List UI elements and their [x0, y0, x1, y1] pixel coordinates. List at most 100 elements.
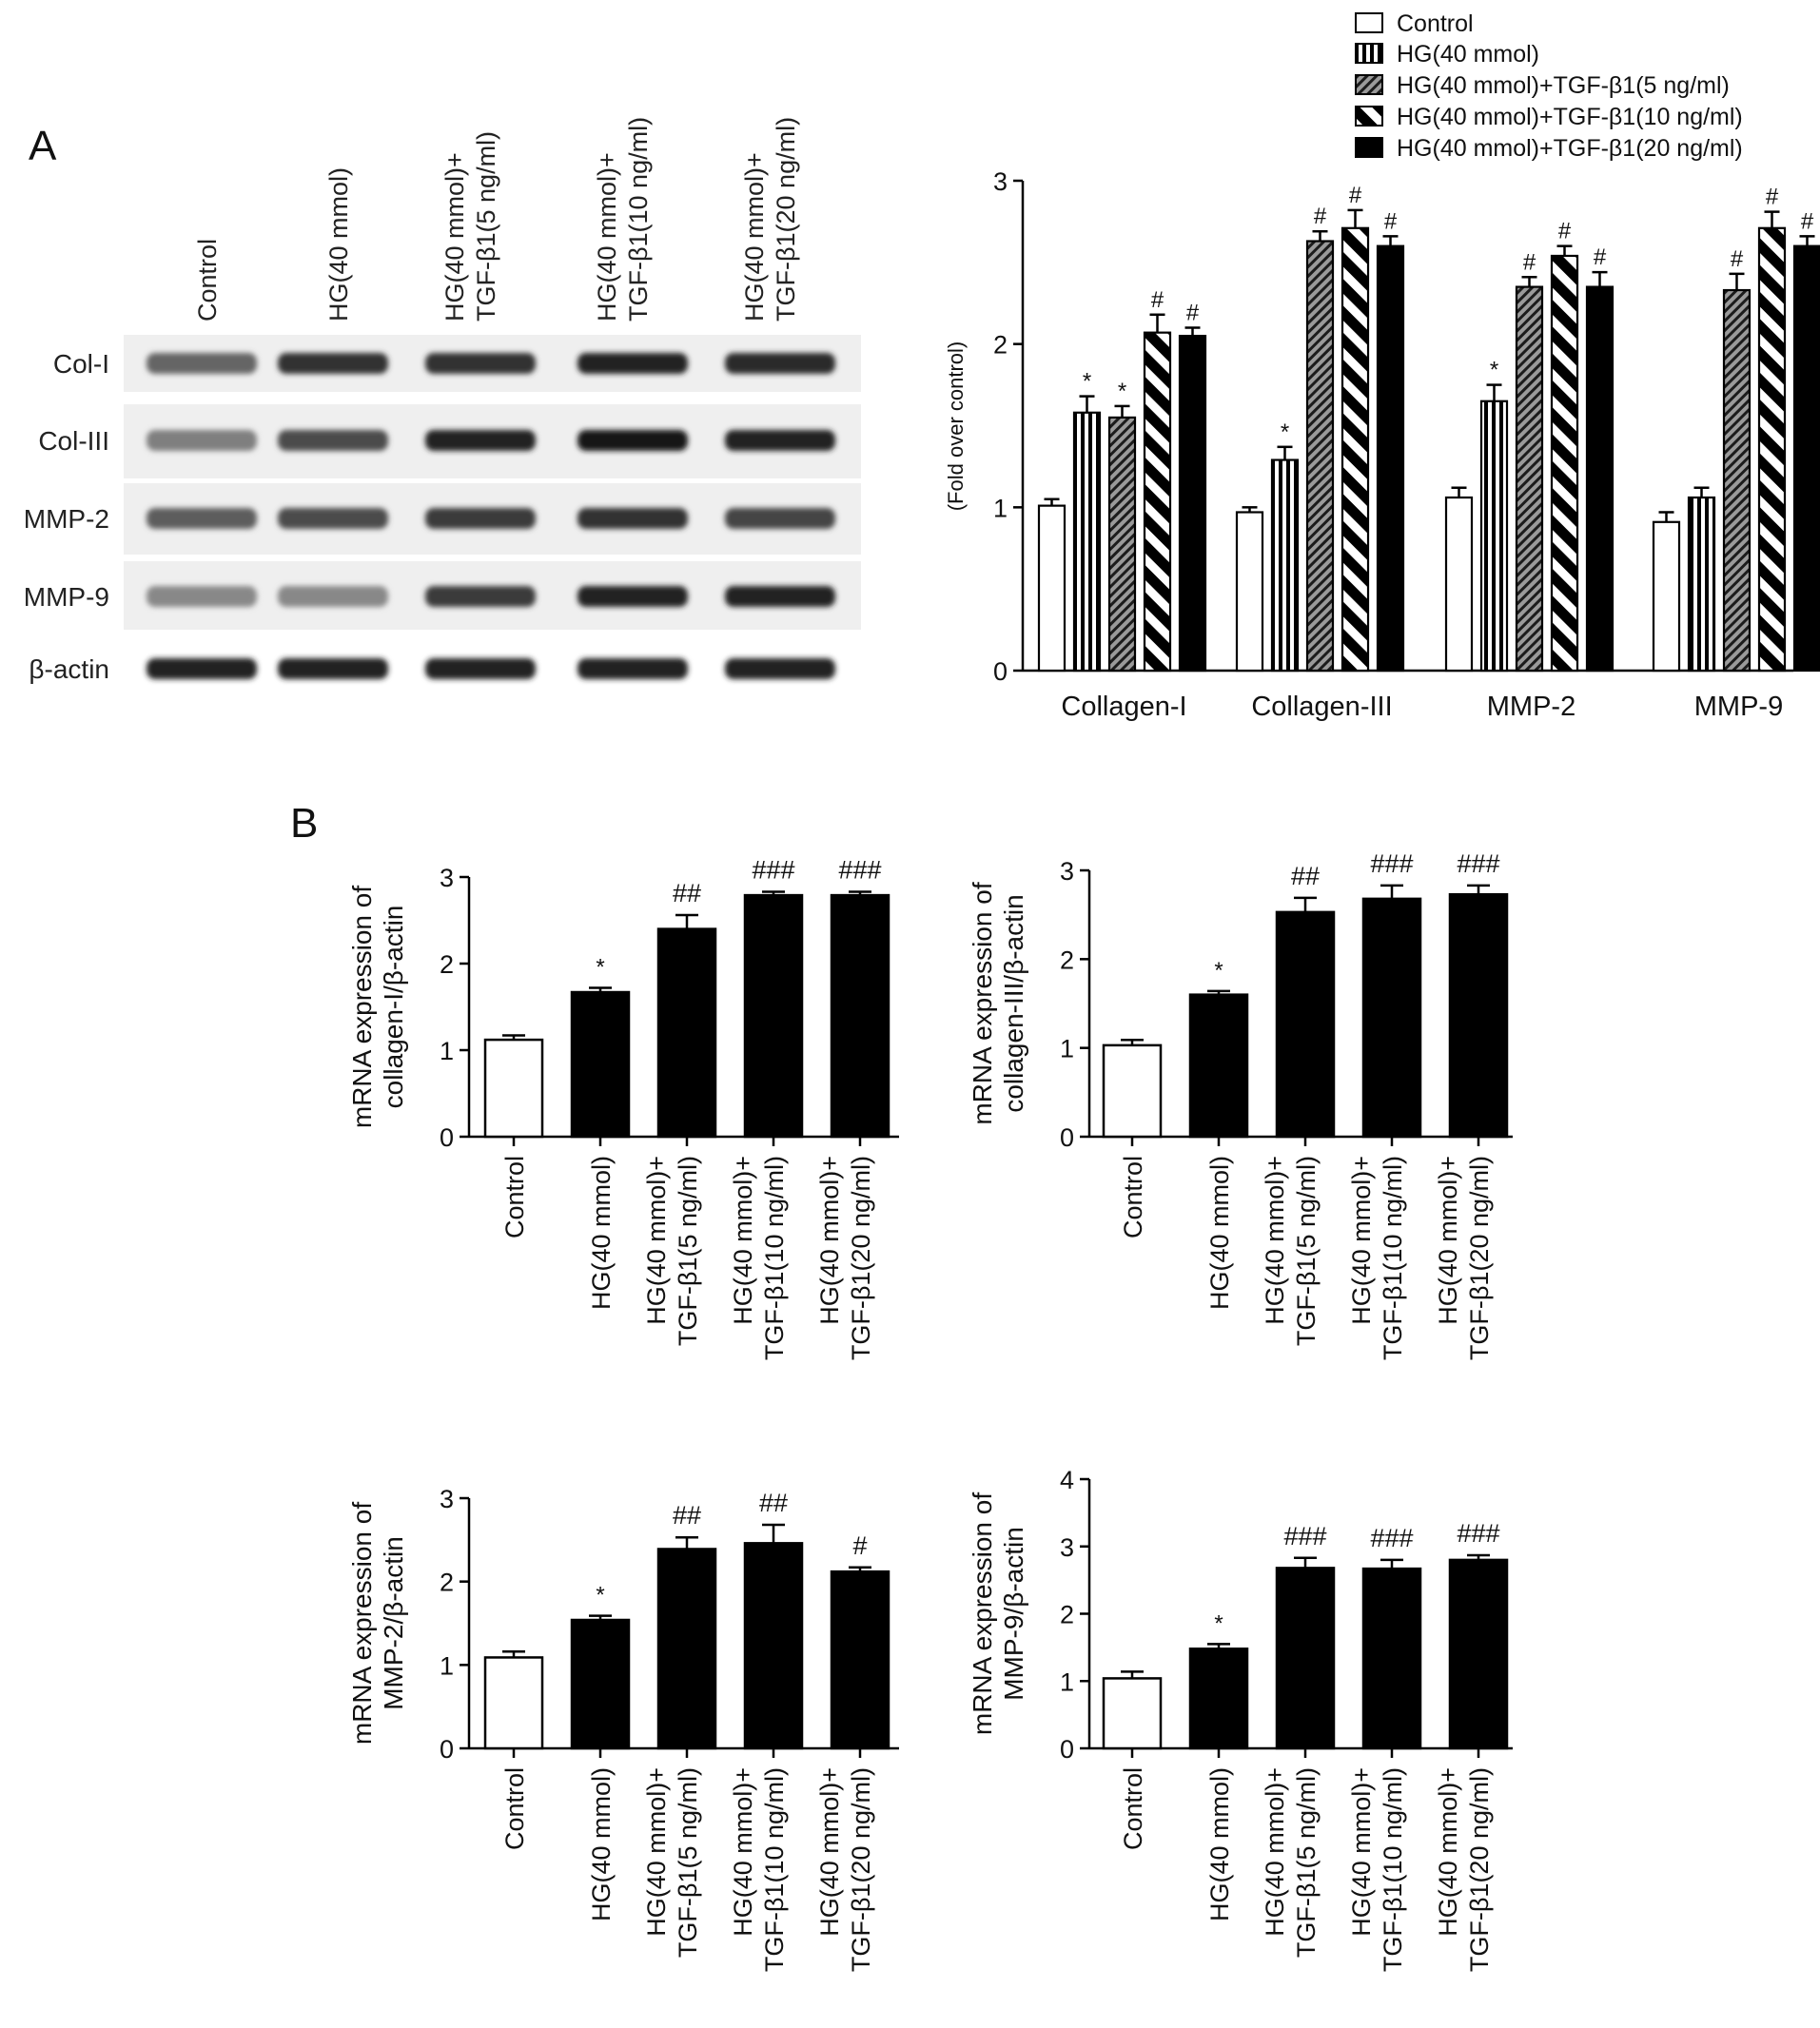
blot-band [425, 658, 536, 679]
y-tick-label: 3 [993, 167, 1008, 196]
panel-a-label: A [29, 123, 57, 169]
y-tick-label: 2 [440, 950, 454, 979]
bar [1792, 244, 1820, 673]
x-category-label: HG(40 mmol)+ [729, 1156, 757, 1325]
x-category-label: HG(40 mmol)+ [642, 1156, 671, 1325]
blot-lane-label: TGF-β1(5 ng/ml) [472, 131, 500, 322]
x-category-label: TGF-β1(20 ng/ml) [847, 1156, 875, 1360]
significance-mark: ### [1283, 1522, 1326, 1550]
significance-mark: ### [1370, 849, 1413, 878]
blot-band [147, 658, 257, 679]
legend-swatch [1355, 12, 1383, 33]
significance-mark: ### [838, 855, 881, 884]
blot-band [725, 508, 835, 529]
legend-label: Control [1397, 10, 1474, 37]
significance-mark: # [1349, 183, 1362, 208]
x-category-label-group: HG(40 mmol)+ TGF-β1(10 ng/ml) [1347, 1767, 1407, 1972]
blot-band [147, 353, 257, 374]
x-category-label: Control [500, 1156, 529, 1238]
x-category-label-group: HG(40 mmol)+ TGF-β1(5 ng/ml) [642, 1156, 702, 1346]
x-category-label-group: HG(40 mmol) [1205, 1767, 1234, 1921]
blot-band [278, 586, 388, 607]
blot-lane-label: TGF-β1(10 ng/ml) [624, 117, 653, 322]
bar [1550, 254, 1579, 673]
x-category-label: TGF-β1(10 ng/ml) [1379, 1767, 1407, 1972]
x-category-label-group: HG(40 mmol)+ TGF-β1(10 ng/ml) [729, 1767, 789, 1972]
bar [1376, 244, 1405, 673]
x-category-label-group: HG(40 mmol)+ TGF-β1(5 ng/ml) [1261, 1767, 1321, 1958]
panel-b-label: B [290, 800, 318, 847]
x-category-label-group: HG(40 mmol)+ TGF-β1(5 ng/ml) [1261, 1156, 1321, 1346]
x-category-label: HG(40 mmol)+ [815, 1156, 844, 1325]
bar [1235, 511, 1264, 673]
x-category-label-group: HG(40 mmol)+ TGF-β1(5 ng/ml) [642, 1767, 702, 1958]
blot-lane-label-group: HG(40 mmol)+ TGF-β1(10 ng/ml) [593, 117, 653, 322]
x-category-label-group: HG(40 mmol)+ TGF-β1(20 ng/ml) [815, 1767, 875, 1972]
blot-band [577, 430, 688, 451]
legend-label: HG(40 mmol)+TGF-β1(10 ng/ml) [1397, 104, 1743, 130]
bar [1479, 400, 1509, 673]
x-category-label-group: HG(40 mmol) [587, 1156, 616, 1310]
blot-band [725, 430, 835, 451]
significance-mark: ## [759, 1489, 788, 1517]
y-tick-label: 0 [1060, 1123, 1074, 1152]
x-category-label-group: Control [1119, 1156, 1147, 1238]
bar [1757, 226, 1787, 673]
bar [1275, 910, 1336, 1139]
blot-lane-label: HG(40 mmol)+ [593, 152, 621, 322]
significance-mark: # [1186, 301, 1200, 326]
significance-mark: # [1594, 244, 1607, 270]
x-category-label: MMP-9 [1694, 692, 1783, 722]
y-tick-label: 0 [440, 1123, 454, 1152]
x-category-label: HG(40 mmol) [1205, 1767, 1234, 1921]
legend-label: HG(40 mmol)+TGF-β1(20 ng/ml) [1397, 135, 1743, 162]
legend: Control HG(40 mmol) HG(40 mmol)+TGF-β1(5 n… [1355, 10, 1743, 162]
bar [1188, 1648, 1249, 1750]
y-tick-label: 1 [1060, 1035, 1074, 1063]
blot-band [425, 586, 536, 607]
x-category-label: TGF-β1(20 ng/ml) [847, 1767, 875, 1972]
bar [1072, 411, 1102, 673]
blot-lane-label: Control [193, 239, 222, 322]
x-category-label: TGF-β1(5 ng/ml) [1292, 1767, 1321, 1958]
blot-band [425, 353, 536, 374]
blot-band [725, 658, 835, 679]
bar [483, 1656, 544, 1750]
x-category-label: HG(40 mmol)+ [1347, 1156, 1376, 1325]
x-category-label: HG(40 mmol)+ [815, 1767, 844, 1937]
x-category-label: TGF-β1(5 ng/ml) [674, 1767, 702, 1958]
y-tick-label: 1 [1060, 1667, 1074, 1696]
y-tick-label: 0 [993, 657, 1008, 686]
x-category-label-group: Control [500, 1767, 529, 1850]
bar [1515, 285, 1544, 673]
bar [1585, 285, 1615, 673]
legend-label: HG(40 mmol)+TGF-β1(5 ng/ml) [1397, 72, 1730, 99]
blot-band [725, 586, 835, 607]
bar [1102, 1043, 1163, 1139]
blot-band [278, 353, 388, 374]
legend-swatch [1355, 43, 1383, 64]
blot-row-label: β-actin [29, 654, 109, 684]
x-category-label-group: HG(40 mmol) [587, 1767, 616, 1921]
blot-band [278, 430, 388, 451]
bar [656, 1548, 717, 1750]
y-tick-label: 3 [440, 864, 454, 892]
x-category-label: Control [500, 1767, 529, 1850]
significance-mark: * [1281, 419, 1289, 445]
y-tick-label: 1 [993, 494, 1008, 522]
y-axis-label: collagen-I/β-actin [379, 906, 408, 1109]
blot-lane-label-group: HG(40 mmol) [324, 167, 353, 322]
significance-mark: # [1523, 249, 1536, 275]
y-axis-label: collagen-III/β-actin [999, 894, 1028, 1112]
significance-mark: # [1731, 246, 1744, 272]
significance-mark: # [1314, 204, 1327, 229]
legend-swatch [1355, 106, 1383, 127]
blot-band [577, 658, 688, 679]
bar [830, 893, 890, 1139]
significance-mark: # [1801, 208, 1814, 234]
blot-lane-label: TGF-β1(20 ng/ml) [772, 117, 800, 322]
x-category-label: HG(40 mmol) [587, 1156, 616, 1310]
western-blot: Col-I Col-III MMP-2 MMP-9 β-actin Control HG(4… [24, 117, 861, 698]
bar [1188, 993, 1249, 1139]
